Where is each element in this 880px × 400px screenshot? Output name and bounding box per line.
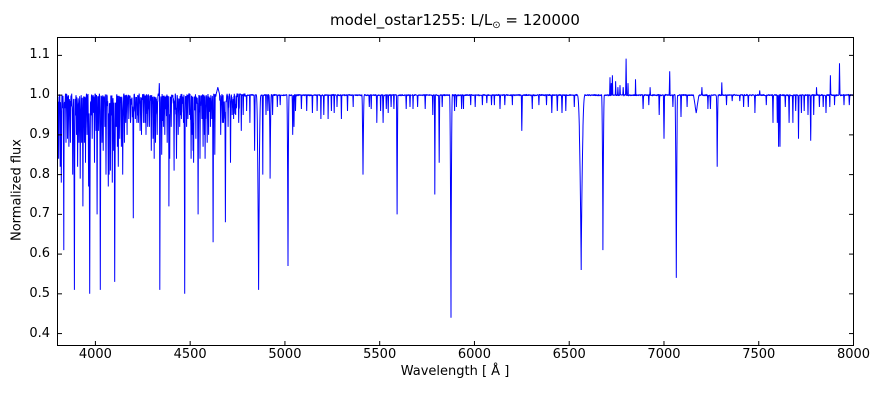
plot-title-text: model_ostar1255: L/L [330,11,493,29]
y-tick-label: 0.7 [29,206,50,222]
solar-symbol: ⊙ [492,20,501,31]
y-tick-label: 1.1 [29,47,50,63]
x-tick-label: 4000 [78,347,112,362]
x-tick-label: 5500 [363,347,397,362]
y-tick-label: 0.9 [29,126,50,142]
x-axis-label: Wavelength [ Å ] [400,364,510,379]
y-tick-label: 1.0 [29,87,50,103]
plot-area [57,37,854,346]
x-tick-label: 8000 [836,347,871,362]
y-tick-label: 0.6 [29,246,50,262]
y-tick-label: 0.4 [29,325,50,341]
y-axis-label: Normalized flux [9,139,25,241]
x-tick-label: 4500 [173,347,207,362]
plot-title: model_ostar1255: L/L⊙ = 120000 [57,11,853,31]
y-tick-label: 0.8 [29,166,50,182]
x-tick-label: 7500 [742,347,776,362]
spectrum-line [57,58,854,318]
x-tick-label: 6500 [552,347,586,362]
x-tick-label: 5000 [268,347,302,362]
plot-title-value: = 120000 [500,11,580,29]
y-tick-label: 0.5 [29,285,50,301]
axis-tick-marks [57,37,854,346]
plot-frame [57,37,854,346]
x-tick-label: 7000 [647,347,681,362]
x-tick-label: 6000 [457,347,491,362]
